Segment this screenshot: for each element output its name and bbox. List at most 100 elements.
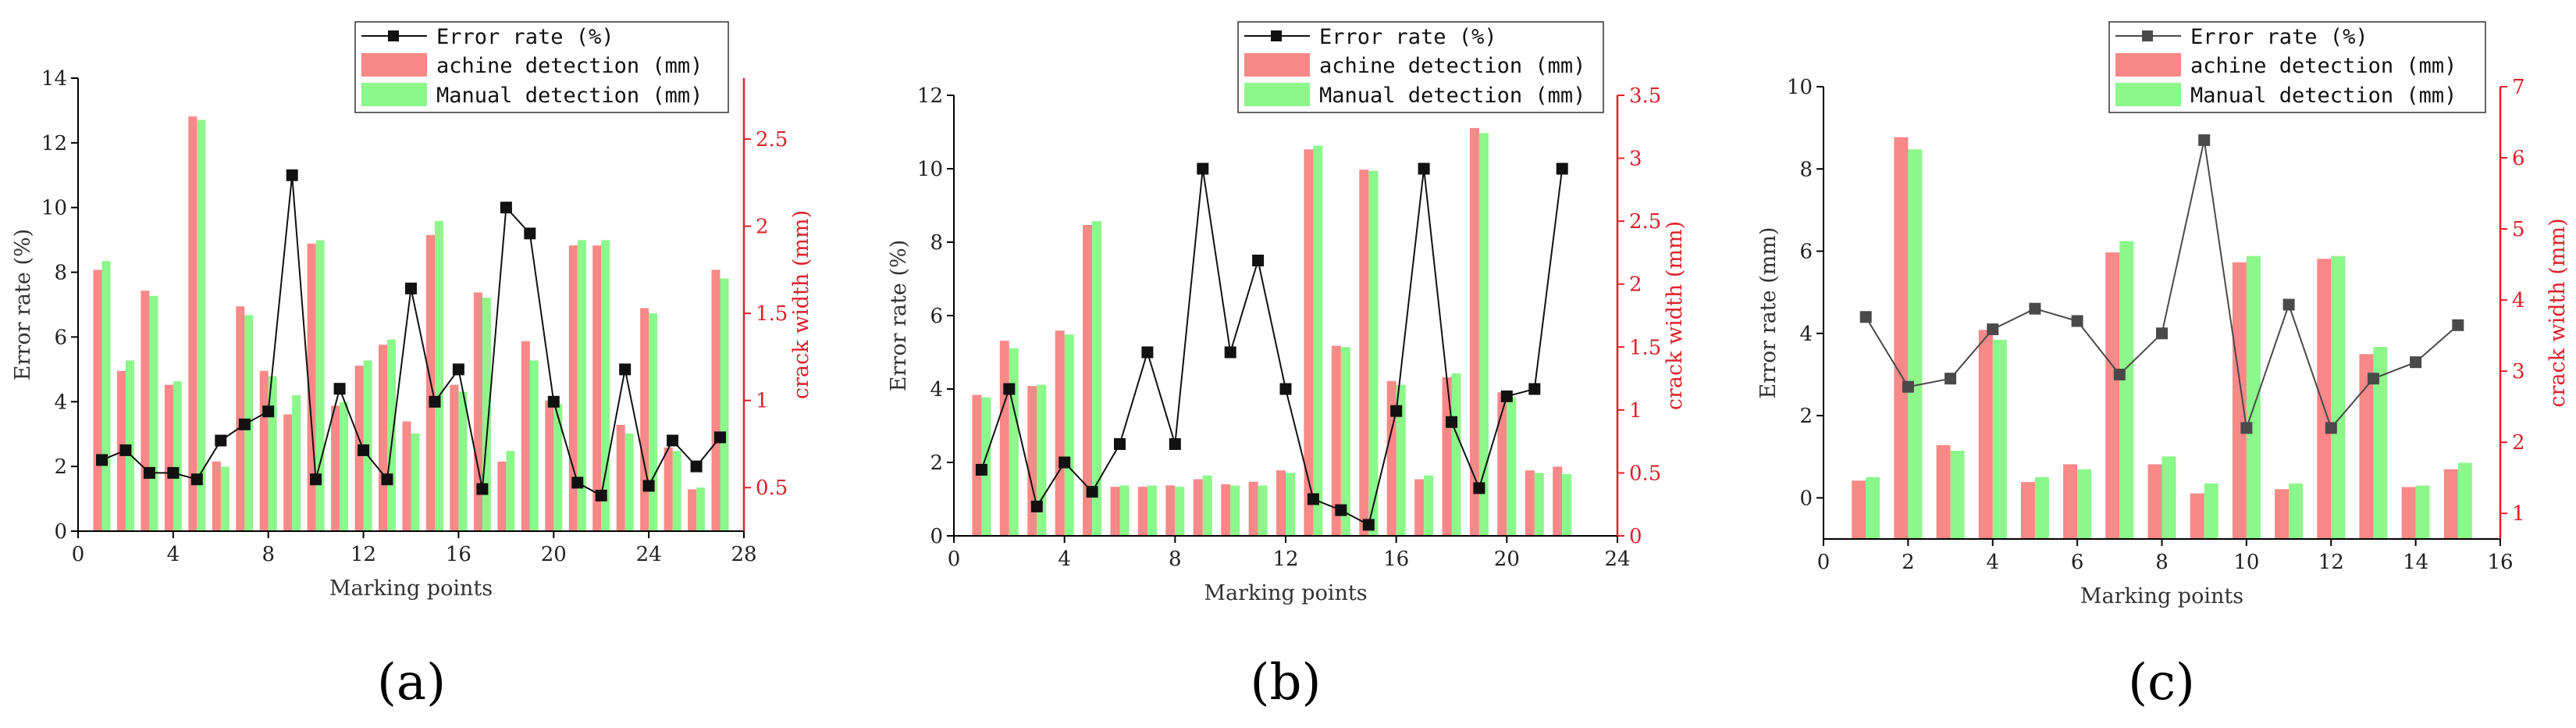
error-rate-point-1 [1859, 311, 1872, 323]
error-rate-point-7 [1141, 346, 1154, 359]
y-tick-label: 6 [930, 305, 943, 328]
error-rate-point-25 [667, 434, 679, 447]
manual-bar-2 [1009, 348, 1019, 536]
legend-machine-swatch [361, 53, 427, 77]
machine-bar-15 [1359, 170, 1369, 536]
right-tick-label: 4 [2512, 289, 2525, 312]
right-axis-label: crack width (mm) [2546, 218, 2570, 407]
x-tick-label: 4 [1058, 548, 1071, 571]
machine-bar-22 [1553, 466, 1563, 536]
error-rate-point-14 [405, 282, 417, 294]
error-rate-point-4 [1059, 456, 1071, 469]
legend-label: achine detection (mm) [436, 54, 703, 78]
error-rate-point-12 [2325, 422, 2337, 434]
chart-panel-a: 0 4 8 12 16 20 24 28024681012140.511.522.5Marki… [11, 21, 813, 712]
y-tick-label: 4 [1799, 323, 1813, 346]
machine-bar-20 [1497, 392, 1507, 536]
panel-label: (b) [1251, 654, 1322, 712]
error-rate-point-16 [1390, 405, 1403, 417]
error-rate-point-15 [1362, 519, 1375, 531]
panel-label: (c) [2128, 654, 2195, 712]
error-rate-point-22 [595, 489, 607, 501]
machine-bar-16 [1386, 380, 1397, 536]
manual-bar-22 [1562, 474, 1572, 536]
manual-bar-9 [2204, 484, 2218, 539]
x-tick-label: 20 [541, 543, 567, 566]
error-rate-point-6 [1114, 438, 1126, 450]
machine-bar-5 [2020, 482, 2035, 539]
right-tick-label: 5 [2512, 218, 2525, 241]
x-tick-label: 16 [446, 543, 471, 566]
error-rate-point-2 [119, 444, 132, 456]
machine-bar-15 [2443, 469, 2458, 539]
manual-bar-2 [1908, 149, 1923, 539]
machine-bar-5 [1083, 225, 1093, 536]
manual-bar-13 [2373, 347, 2388, 539]
error-rate-point-20 [1500, 390, 1513, 402]
error-rate-point-9 [286, 169, 298, 181]
manual-bar-6 [220, 466, 229, 531]
error-rate-point-10 [2240, 422, 2253, 434]
error-rate-point-13 [2367, 373, 2379, 385]
y-tick-label: 12 [917, 84, 943, 108]
y-axis-label: Error rate (%) [11, 229, 35, 380]
manual-bar-27 [720, 278, 729, 531]
error-rate-point-11 [2282, 298, 2295, 311]
legend: Error rate (%) achine detection (mm) Manua… [354, 21, 729, 113]
right-tick-label: 7 [2512, 76, 2525, 99]
manual-bar-10 [1230, 485, 1240, 536]
right-tick-label: 2.5 [1629, 210, 1661, 234]
legend-marker-swatch [388, 30, 399, 41]
manual-bar-16 [1396, 384, 1406, 536]
y-tick-label: 2 [1799, 405, 1813, 428]
legend-machine-swatch [1244, 53, 1310, 77]
manual-bar-6 [1119, 485, 1130, 536]
x-tick-label: 24 [1604, 548, 1630, 571]
right-tick-label: 3 [2512, 360, 2525, 384]
machine-bar-17 [1414, 479, 1425, 536]
legend: Error rate (%) achine detection (mm) Manua… [2108, 21, 2486, 113]
y-tick-label: 4 [930, 378, 943, 401]
error-rate-point-1 [975, 463, 987, 476]
legend-label: achine detection (mm) [1319, 54, 1585, 78]
machine-bar-7 [1137, 487, 1147, 536]
y-tick-label: 6 [1799, 241, 1813, 264]
machine-bar-10 [2232, 262, 2247, 539]
manual-bar-8 [268, 376, 277, 531]
manual-bar-7 [2119, 241, 2134, 539]
right-tick-label: 0 [1629, 525, 1642, 548]
x-tick-label: 8 [262, 543, 275, 566]
error-rate-point-2 [1003, 383, 1016, 395]
machine-bar-14 [402, 421, 411, 531]
manual-bar-17 [482, 298, 491, 531]
error-rate-point-7 [2113, 369, 2126, 380]
machine-bar-10 [1221, 484, 1231, 536]
legend-manual-swatch [1244, 83, 1310, 106]
machine-bar-11 [331, 405, 340, 531]
error-rate-point-10 [310, 473, 322, 486]
manual-bar-15 [2457, 462, 2472, 539]
x-tick-label: 20 [1494, 548, 1520, 571]
right-tick-label: 1 [1629, 399, 1642, 423]
machine-bar-27 [711, 269, 720, 531]
error-rate-point-23 [619, 363, 632, 376]
machine-bar-6 [1110, 487, 1120, 536]
manual-bar-1 [1866, 476, 1880, 539]
x-tick-label: 2 [1902, 551, 1915, 574]
machine-bar-6 [212, 461, 221, 531]
manual-bar-18 [1451, 373, 1461, 536]
machine-bar-10 [307, 243, 316, 531]
machine-bar-9 [283, 414, 293, 531]
error-rate-point-14 [2410, 356, 2422, 369]
y-tick-label: 4 [54, 391, 67, 414]
manual-bar-16 [458, 391, 468, 531]
legend-marker-swatch [1271, 30, 1282, 41]
manual-bar-9 [292, 395, 301, 531]
error-rate-line [980, 168, 1564, 526]
machine-bar-8 [2147, 464, 2162, 539]
error-rate-point-16 [452, 363, 464, 376]
manual-bar-9 [1202, 475, 1212, 536]
error-rate-point-22 [1556, 162, 1568, 175]
legend-label: Manual detection (mm) [436, 84, 703, 108]
y-tick-label: 2 [54, 455, 67, 479]
